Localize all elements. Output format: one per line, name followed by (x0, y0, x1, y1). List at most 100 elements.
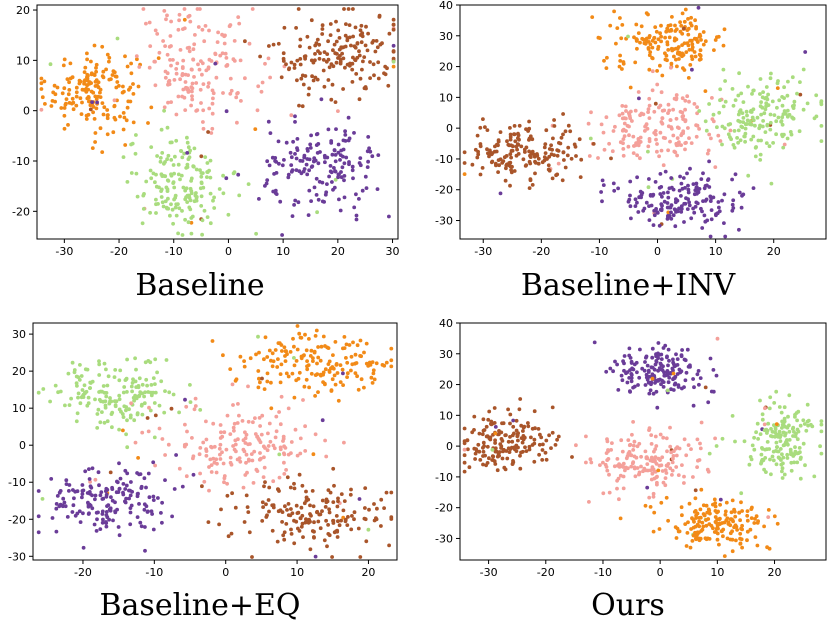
point-green (168, 140, 173, 145)
point-green (107, 401, 112, 406)
point-orange (292, 344, 296, 349)
point-orange (689, 15, 693, 20)
point-green (149, 145, 154, 150)
point-orange (53, 99, 57, 104)
point-brown (331, 521, 336, 525)
point-pink (211, 421, 216, 426)
point-green (720, 124, 725, 129)
point-brown (519, 436, 524, 440)
point-pink (675, 153, 679, 158)
point-orange (51, 90, 56, 95)
point-orange (65, 77, 70, 81)
point-pink (599, 122, 604, 127)
point-pink (676, 473, 681, 477)
point-purple (653, 180, 658, 184)
point-purple (678, 174, 682, 179)
point-pink (234, 449, 238, 454)
point-orange (316, 355, 321, 360)
point-green (791, 116, 796, 121)
point-green (780, 469, 784, 474)
point-purple (113, 509, 117, 514)
point-pink (716, 133, 721, 138)
point-brown (260, 519, 265, 523)
point-pink (258, 451, 262, 455)
point-purple (643, 383, 648, 387)
point-pink (236, 402, 240, 406)
point-pink (605, 439, 610, 444)
point-orange (275, 365, 280, 369)
point-orange (713, 501, 718, 505)
point-pink (602, 147, 607, 152)
point-brown (527, 186, 532, 191)
point-brown (271, 42, 276, 47)
point-purple (692, 210, 697, 215)
point-pink (222, 41, 227, 46)
point-brown (523, 150, 527, 154)
point-purple (660, 203, 664, 208)
point-orange (766, 508, 771, 512)
point-brown (347, 63, 352, 68)
point-orange (693, 18, 697, 23)
point-pink (633, 474, 638, 479)
point-green (774, 119, 779, 124)
point-pink (763, 406, 767, 411)
point-pink (598, 463, 602, 467)
point-pink (162, 9, 167, 13)
point-orange (685, 531, 690, 535)
point-brown (295, 78, 299, 83)
point-brown (296, 510, 301, 515)
scatter-points (39, 7, 396, 237)
point-brown (462, 426, 467, 431)
point-purple (637, 375, 642, 380)
point-green (153, 357, 158, 362)
point-orange (136, 456, 141, 460)
point-purple (183, 397, 187, 402)
point-brown (250, 555, 254, 559)
point-orange (650, 38, 655, 43)
point-orange (362, 350, 366, 355)
point-pink (237, 413, 241, 418)
point-pink (182, 95, 187, 100)
point-pink (211, 96, 215, 101)
point-green (752, 447, 757, 452)
point-orange (256, 385, 261, 390)
point-brown (281, 533, 286, 538)
point-green (333, 177, 338, 182)
point-brown (310, 74, 314, 79)
point-pink (663, 468, 668, 472)
point-brown (556, 434, 561, 439)
point-green (179, 149, 183, 153)
point-orange (767, 546, 772, 551)
point-orange (648, 50, 653, 54)
point-green (788, 447, 793, 452)
point-pink (190, 97, 195, 102)
point-pink (683, 98, 688, 103)
point-brown (493, 441, 497, 445)
point-orange (762, 524, 766, 529)
point-green (166, 153, 171, 158)
point-orange (715, 35, 719, 39)
point-purple (346, 138, 351, 143)
point-brown (546, 163, 551, 168)
point-green (140, 382, 145, 387)
point-purple (632, 384, 637, 389)
point-orange (701, 42, 706, 47)
point-orange (83, 65, 88, 70)
point-purple (684, 370, 689, 375)
point-pink (255, 469, 260, 473)
point-orange (82, 70, 87, 74)
point-green (703, 119, 708, 124)
point-brown (497, 163, 501, 168)
point-purple (104, 520, 108, 524)
point-green (771, 458, 776, 463)
point-purple (706, 177, 711, 182)
point-brown (475, 133, 480, 138)
point-brown (523, 445, 527, 450)
point-pink (695, 105, 699, 109)
point-purple (274, 160, 279, 164)
point-pink (228, 91, 233, 96)
point-pink (659, 120, 664, 124)
point-brown (343, 33, 348, 38)
point-brown (292, 481, 296, 486)
point-purple (665, 355, 669, 360)
